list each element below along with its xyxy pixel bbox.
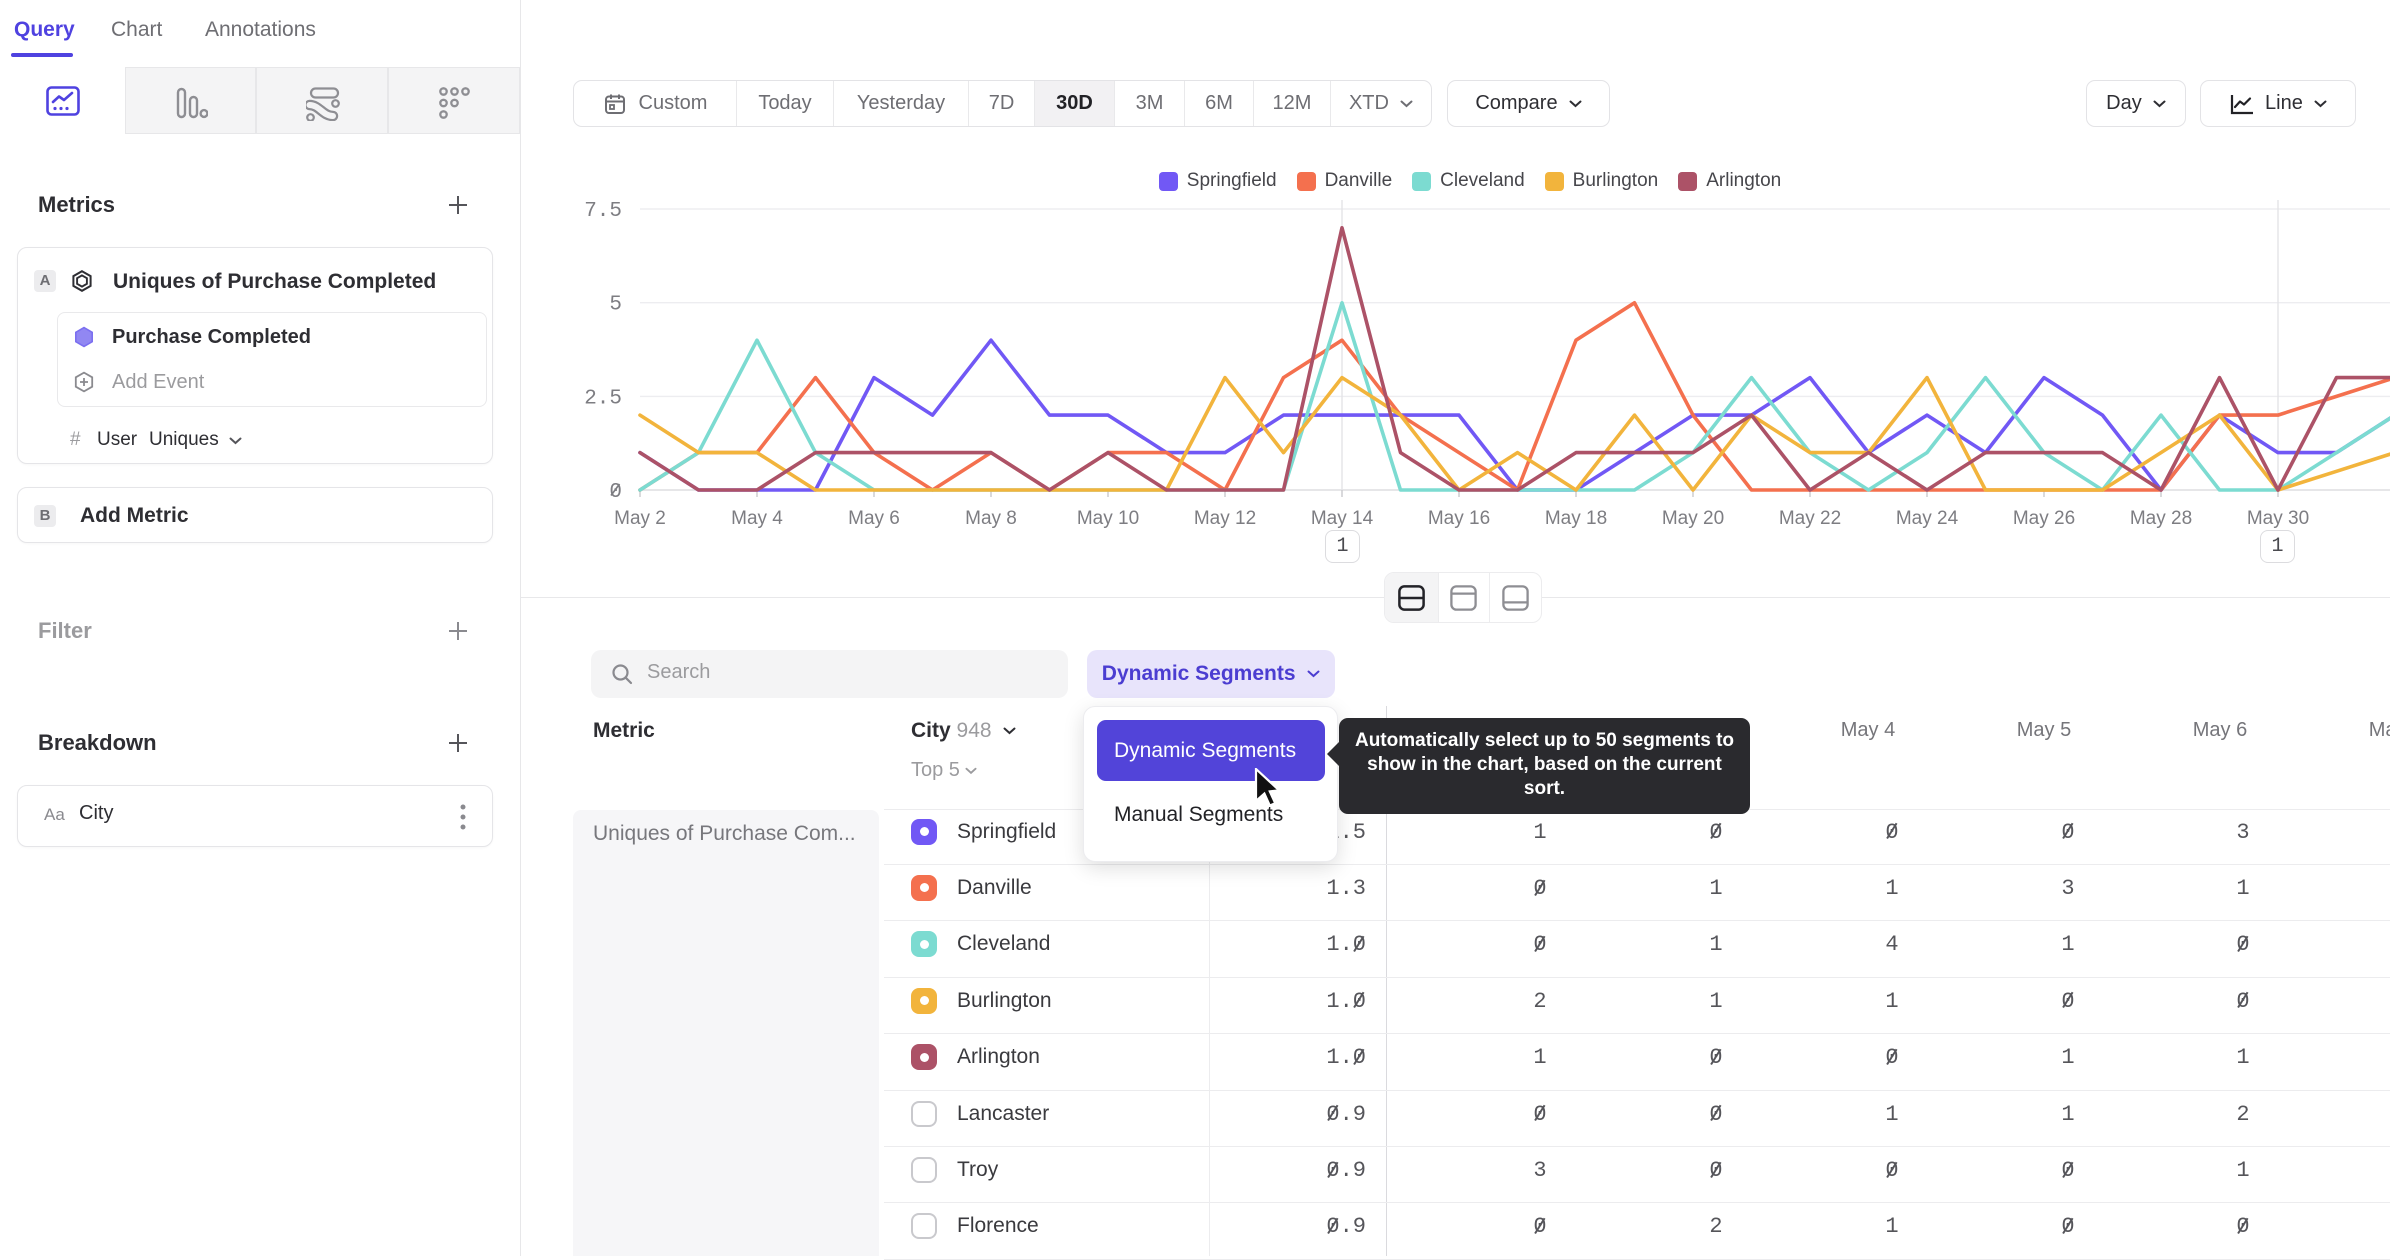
svg-text:May 30: May 30 — [2247, 508, 2309, 529]
svg-text:May 14: May 14 — [1311, 508, 1374, 529]
svg-text:May 12: May 12 — [1194, 508, 1256, 529]
svg-text:2.5: 2.5 — [584, 387, 622, 410]
svg-text:May 26: May 26 — [2013, 508, 2075, 529]
svg-text:0: 0 — [609, 481, 622, 504]
svg-text:May 20: May 20 — [1662, 508, 1724, 529]
svg-text:May 10: May 10 — [1077, 508, 1139, 529]
svg-text:May 24: May 24 — [1896, 508, 1959, 529]
svg-text:May 2: May 2 — [614, 508, 666, 529]
svg-text:May 28: May 28 — [2130, 508, 2192, 529]
svg-text:5: 5 — [609, 294, 622, 317]
svg-text:7.5: 7.5 — [584, 200, 622, 223]
svg-text:May 18: May 18 — [1545, 508, 1607, 529]
svg-text:May 4: May 4 — [731, 508, 783, 529]
svg-text:May 22: May 22 — [1779, 508, 1841, 529]
svg-text:May 16: May 16 — [1428, 508, 1490, 529]
svg-text:May 6: May 6 — [848, 508, 900, 529]
svg-text:May 8: May 8 — [965, 508, 1017, 529]
